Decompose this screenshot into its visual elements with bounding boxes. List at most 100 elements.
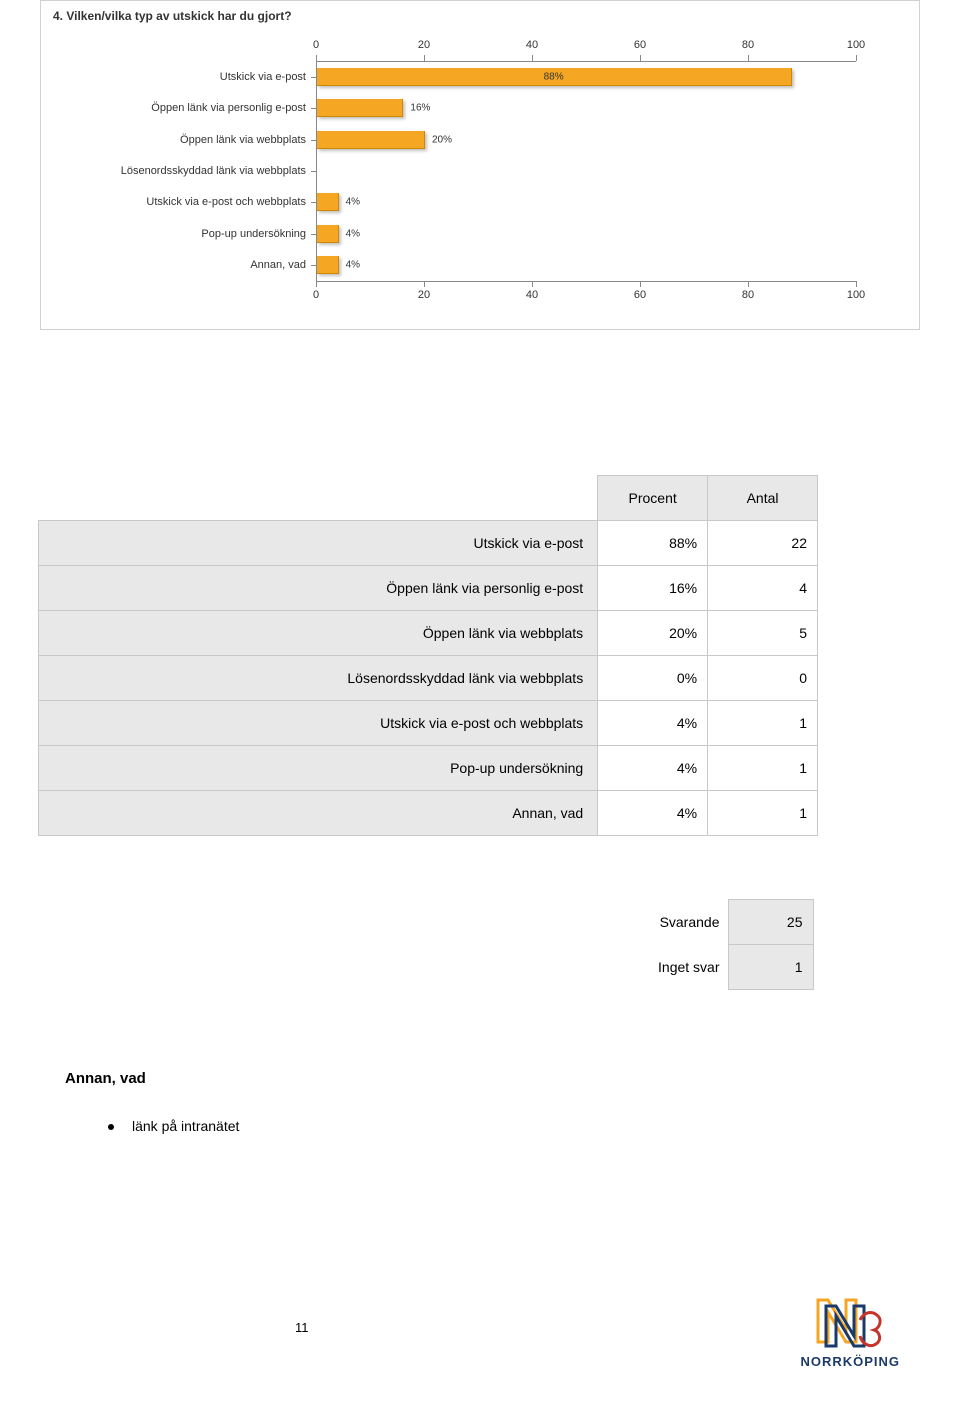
- axis-tick: [316, 281, 317, 287]
- table-cell-count: 1: [708, 791, 818, 836]
- axis-tick-label: 100: [847, 39, 865, 51]
- axis-tick-label: 60: [634, 289, 646, 301]
- norrkoping-logo: NORRKÖPING: [800, 1290, 900, 1369]
- table-row: Utskick via e-post88%22: [39, 521, 818, 566]
- axis-left: [316, 61, 317, 281]
- table-cell-label: Öppen länk via personlig e-post: [39, 566, 598, 611]
- summary-row: Svarande25: [598, 900, 813, 945]
- axis-tick: [311, 108, 316, 109]
- survey-chart-frame: 4. Vilken/vilka typ av utskick har du gj…: [40, 0, 920, 330]
- chart-bar: [317, 193, 339, 211]
- chart-category-label: Utskick via e-post: [46, 71, 306, 83]
- table-cell-percent: 20%: [598, 611, 708, 656]
- table-header-pct: Procent: [598, 476, 708, 521]
- chart-category-label: Öppen länk via webbplats: [46, 134, 306, 146]
- table-cell-percent: 4%: [598, 791, 708, 836]
- chart-bar-label: 4%: [346, 228, 360, 239]
- table-cell-count: 0: [708, 656, 818, 701]
- logo-text: NORRKÖPING: [800, 1354, 900, 1369]
- summary-value: 1: [728, 945, 813, 990]
- axis-tick: [311, 77, 316, 78]
- axis-tick-label: 20: [418, 289, 430, 301]
- table-cell-count: 22: [708, 521, 818, 566]
- axis-tick-label: 40: [526, 289, 538, 301]
- table-cell-percent: 4%: [598, 746, 708, 791]
- table-cell-percent: 0%: [598, 656, 708, 701]
- chart-bar-label: 4%: [346, 197, 360, 208]
- axis-tick: [856, 55, 857, 61]
- table-row: Öppen länk via personlig e-post16%4: [39, 566, 818, 611]
- chart-bar-label: 20%: [432, 134, 452, 145]
- axis-tick: [856, 281, 857, 287]
- axis-tick: [640, 281, 641, 287]
- axis-tick-label: 0: [313, 39, 319, 51]
- axis-tick-label: 100: [847, 289, 865, 301]
- table-cell-label: Utskick via e-post: [39, 521, 598, 566]
- chart-bar-label: 88%: [544, 71, 564, 82]
- axis-tick: [424, 281, 425, 287]
- summary-label: Inget svar: [598, 945, 728, 990]
- chart-category-label: Pop-up undersökning: [46, 228, 306, 240]
- table-row: Annan, vad4%1: [39, 791, 818, 836]
- table-cell-count: 1: [708, 701, 818, 746]
- summary-row: Inget svar1: [598, 945, 813, 990]
- axis-tick: [311, 202, 316, 203]
- axis-tick: [532, 281, 533, 287]
- chart-bar: [317, 256, 339, 274]
- chart-bar: [317, 131, 425, 149]
- chart-title: 4. Vilken/vilka typ av utskick har du gj…: [41, 1, 919, 31]
- axis-tick-label: 80: [742, 289, 754, 301]
- table-cell-percent: 4%: [598, 701, 708, 746]
- table-header-empty: [39, 476, 598, 521]
- table-row: Öppen länk via webbplats20%5: [39, 611, 818, 656]
- table-cell-label: Lösenordsskyddad länk via webbplats: [39, 656, 598, 701]
- page-number: 11: [295, 1320, 309, 1335]
- freetext-item: länk på intranätet: [108, 1118, 239, 1134]
- table-cell-label: Utskick via e-post och webbplats: [39, 701, 598, 746]
- table-header-antal: Antal: [708, 476, 818, 521]
- table-row: Pop-up undersökning4%1: [39, 746, 818, 791]
- axis-top: [316, 61, 856, 62]
- table-cell-label: Öppen länk via webbplats: [39, 611, 598, 656]
- axis-tick-label: 60: [634, 39, 646, 51]
- axis-tick-label: 20: [418, 39, 430, 51]
- freetext-heading: Annan, vad: [65, 1070, 146, 1087]
- table-row: Lösenordsskyddad länk via webbplats0%0: [39, 656, 818, 701]
- table-cell-count: 1: [708, 746, 818, 791]
- table-cell-label: Annan, vad: [39, 791, 598, 836]
- chart-category-label: Öppen länk via personlig e-post: [46, 102, 306, 114]
- table-cell-percent: 16%: [598, 566, 708, 611]
- chart-category-label: Utskick via e-post och webbplats: [46, 196, 306, 208]
- freetext-item-text: länk på intranätet: [132, 1118, 239, 1134]
- chart-bar-label: 16%: [410, 103, 430, 114]
- summary-label: Svarande: [598, 900, 728, 945]
- axis-tick: [311, 140, 316, 141]
- chart-plot-area: 002020404060608080100100Utskick via e-po…: [316, 41, 871, 296]
- axis-tick: [640, 55, 641, 61]
- results-table: Procent Antal Utskick via e-post88%22Öpp…: [38, 475, 818, 836]
- table-cell-percent: 88%: [598, 521, 708, 566]
- axis-tick: [424, 55, 425, 61]
- axis-tick: [311, 171, 316, 172]
- table-row: Utskick via e-post och webbplats4%1: [39, 701, 818, 746]
- summary-table: Svarande25Inget svar1: [598, 899, 814, 990]
- chart-bar-label: 4%: [346, 260, 360, 271]
- axis-tick: [748, 281, 749, 287]
- chart-category-label: Lösenordsskyddad länk via webbplats: [46, 165, 306, 177]
- table-cell-count: 4: [708, 566, 818, 611]
- axis-tick: [532, 55, 533, 61]
- chart-bar: [317, 225, 339, 243]
- axis-tick: [311, 265, 316, 266]
- logo-icon: [814, 1290, 886, 1350]
- axis-tick: [748, 55, 749, 61]
- table-cell-count: 5: [708, 611, 818, 656]
- axis-tick: [311, 234, 316, 235]
- bullet-icon: [108, 1124, 114, 1130]
- table-cell-label: Pop-up undersökning: [39, 746, 598, 791]
- chart-bar: [317, 99, 403, 117]
- axis-tick-label: 40: [526, 39, 538, 51]
- chart-category-label: Annan, vad: [46, 259, 306, 271]
- summary-value: 25: [728, 900, 813, 945]
- axis-tick: [316, 55, 317, 61]
- axis-bottom: [316, 281, 856, 282]
